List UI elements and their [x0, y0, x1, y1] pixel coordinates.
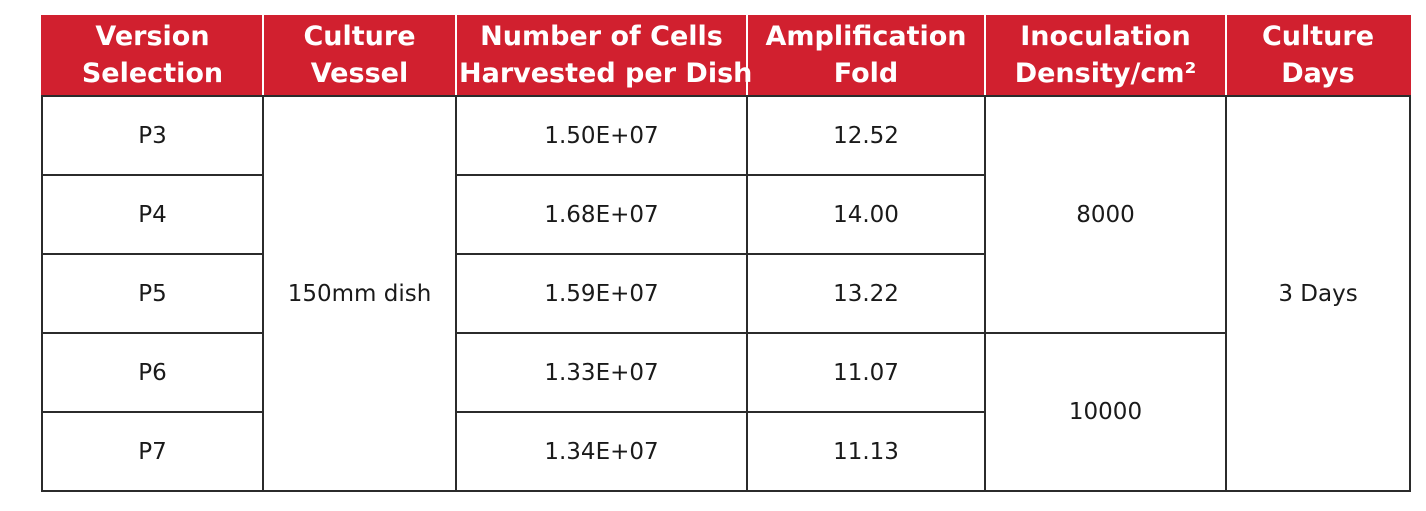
cells-harvested-cell: 1.68E+07 [455, 174, 748, 255]
header-line: Amplification [765, 21, 967, 52]
cells-harvested-cell: 1.34E+07 [455, 411, 748, 492]
header-culture-vessel: Culture Vessel [262, 15, 457, 97]
version-cell: P4 [41, 174, 264, 255]
header-inoculation-density: Inoculation Density/cm² [984, 15, 1227, 97]
amplification-fold-cell: 14.00 [746, 174, 986, 255]
version-cell: P3 [41, 95, 264, 176]
header-line: Harvested per Dish [459, 58, 753, 89]
header-version-selection: Version Selection [41, 15, 264, 97]
table-row: P4 1.68E+07 14.00 [41, 174, 1410, 255]
header-line: Days [1281, 58, 1355, 89]
header-line: Density/cm² [1014, 58, 1197, 89]
table-row: P6 1.33E+07 11.07 10000 [41, 332, 1410, 492]
inoculation-density-cell: 10000 [984, 332, 1227, 492]
cells-harvested-cell: 1.33E+07 [455, 332, 748, 413]
table-body: P3 150mm dish 1.50E+07 12.52 8000 3 Days… [41, 95, 1411, 492]
amplification-fold-cell: 11.07 [746, 332, 986, 413]
header-row: Version Selection Culture Vessel Number … [41, 15, 1411, 97]
header-cells-harvested: Number of Cells Harvested per Dish [455, 15, 753, 97]
culture-vessel-cell: 150mm dish [262, 95, 457, 492]
version-cell: P7 [41, 411, 264, 492]
header-line: Number of Cells [480, 21, 723, 52]
amplification-fold-cell: 11.13 [746, 411, 986, 492]
culture-days-cell: 3 Days [1225, 95, 1411, 492]
culture-results-table: Version Selection Culture Vessel Number … [41, 15, 1411, 492]
header-line: Inoculation [1020, 21, 1191, 52]
header-line: Culture [303, 21, 416, 52]
table-row: P7 1.34E+07 11.13 [41, 411, 1410, 492]
header-line: Version [95, 21, 210, 52]
version-cell: P5 [41, 253, 264, 334]
cells-harvested-cell: 1.50E+07 [455, 95, 748, 176]
header-line: Fold [833, 58, 899, 89]
version-cell: P6 [41, 332, 264, 413]
header-line: Culture [1261, 21, 1375, 52]
amplification-fold-cell: 12.52 [746, 95, 986, 176]
header-line: Vessel [310, 58, 409, 89]
header-amplification-fold: Amplification Fold [746, 15, 986, 97]
inoculation-density-cell: 8000 [984, 95, 1227, 334]
table-row: P5 1.59E+07 13.22 [41, 253, 1410, 334]
table-row: P3 150mm dish 1.50E+07 12.52 8000 3 Days [41, 95, 1411, 492]
table-header: Version Selection Culture Vessel Number … [41, 15, 1411, 97]
header-line: Selection [81, 58, 224, 89]
header-culture-days: Culture Days [1225, 15, 1411, 97]
amplification-fold-cell: 13.22 [746, 253, 986, 334]
cells-harvested-cell: 1.59E+07 [455, 253, 748, 334]
